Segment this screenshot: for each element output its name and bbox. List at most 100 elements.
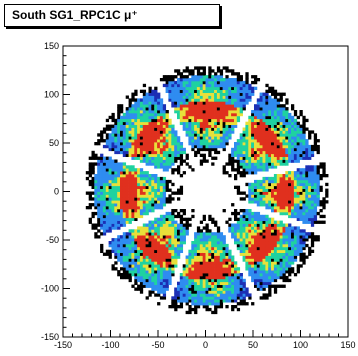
heatmap-cell	[142, 211, 147, 216]
heatmap-cell	[162, 124, 167, 128]
heatmap-cell	[268, 176, 272, 181]
heatmap-cell	[177, 69, 181, 73]
heatmap-cell	[302, 209, 306, 213]
heatmap-cell	[162, 147, 167, 152]
heatmap-cell	[168, 275, 172, 280]
heatmap-cell	[231, 130, 235, 134]
heatmap-cell	[114, 159, 118, 163]
heatmap-cell	[137, 185, 141, 190]
heatmap-cell	[254, 107, 258, 111]
heatmap-cell	[125, 153, 129, 158]
heatmap-cell	[273, 150, 278, 155]
heatmap-cell	[273, 290, 278, 294]
heatmap-cell	[139, 101, 144, 105]
heatmap-cell	[279, 246, 283, 251]
heatmap-cell	[282, 174, 286, 178]
heatmap-cell	[120, 223, 124, 227]
heatmap-cell	[120, 130, 124, 134]
heatmap-cell	[236, 95, 241, 99]
heatmap-cell	[151, 139, 155, 143]
heatmap-cell	[296, 168, 300, 172]
heatmap-cell	[122, 150, 127, 155]
heatmap-cell	[256, 220, 261, 224]
heatmap-cell	[245, 130, 249, 134]
heatmap-cell	[242, 249, 246, 254]
heatmap-cell	[154, 217, 158, 222]
heatmap-cell	[177, 246, 181, 251]
heatmap-cell	[151, 159, 155, 163]
heatmap-cell	[194, 121, 198, 126]
heatmap-cell	[293, 147, 298, 152]
heatmap-cell	[159, 278, 164, 283]
heatmap-cell	[214, 147, 218, 152]
heatmap-cell	[159, 194, 164, 198]
heatmap-cell	[159, 127, 164, 131]
heatmap-cell	[151, 153, 155, 158]
heatmap-cell	[134, 273, 138, 277]
heatmap-cell	[196, 302, 201, 306]
heatmap-cell	[265, 139, 269, 143]
heatmap-cell	[128, 153, 132, 158]
heatmap-cell	[205, 270, 209, 274]
heatmap-cell	[165, 182, 169, 187]
heatmap-cell	[285, 191, 289, 195]
heatmap-cell	[273, 191, 278, 195]
heatmap-cell	[122, 273, 127, 277]
heatmap-cell	[148, 197, 152, 201]
heatmap-cell	[125, 249, 129, 254]
heatmap-cell	[185, 110, 189, 114]
heatmap-cell	[305, 144, 309, 149]
heatmap-cell	[271, 159, 275, 163]
heatmap-cell	[308, 203, 312, 207]
heatmap-cell	[205, 136, 209, 140]
heatmap-cell	[88, 206, 92, 210]
heatmap-cell	[182, 275, 186, 280]
heatmap-cell	[137, 197, 141, 201]
heatmap-cell	[316, 188, 320, 192]
heatmap-cell	[239, 159, 243, 163]
heatmap-cell	[168, 95, 172, 99]
heatmap-cell	[134, 98, 138, 102]
heatmap-cell	[148, 273, 152, 277]
heatmap-cell	[171, 159, 175, 163]
chart-title: South SG1_RPC1C μ⁺	[4, 4, 220, 27]
heatmap-cell	[108, 220, 112, 224]
heatmap-cell	[248, 118, 252, 123]
heatmap-cell	[251, 130, 255, 134]
heatmap-cell	[177, 89, 181, 94]
heatmap-cell	[273, 142, 278, 146]
heatmap-cell	[308, 168, 312, 172]
heatmap-cell	[273, 95, 278, 99]
heatmap-cell	[177, 171, 181, 175]
heatmap-cell	[282, 194, 286, 198]
heatmap-cell	[151, 130, 155, 134]
heatmap-cell	[208, 118, 212, 123]
heatmap-cell	[225, 75, 229, 79]
heatmap-cell	[248, 197, 252, 201]
heatmap-cell	[276, 197, 281, 201]
heatmap-cell	[202, 235, 206, 239]
heatmap-cell	[108, 136, 112, 140]
heatmap-cell	[108, 211, 112, 216]
heatmap-cell	[177, 211, 181, 216]
heatmap-cell	[154, 223, 158, 227]
heatmap-cell	[285, 162, 289, 166]
heatmap-cell	[205, 307, 209, 312]
heatmap-cell	[282, 258, 286, 262]
heatmap-cell	[205, 78, 209, 82]
heatmap-cell	[216, 124, 221, 128]
heatmap-cell	[142, 147, 147, 152]
heatmap-cell	[134, 232, 138, 236]
heatmap-cell	[125, 191, 129, 195]
heatmap-cell	[159, 142, 164, 146]
heatmap-cell	[242, 220, 246, 224]
heatmap-cell	[191, 78, 195, 82]
heatmap-cell	[316, 203, 320, 207]
heatmap-cell	[285, 241, 289, 245]
heatmap-cell	[202, 142, 206, 146]
heatmap-cell	[142, 153, 147, 158]
heatmap-cell	[256, 127, 261, 131]
heatmap-cell	[211, 89, 215, 94]
heatmap-cell	[125, 136, 129, 140]
heatmap-cell	[165, 162, 169, 166]
